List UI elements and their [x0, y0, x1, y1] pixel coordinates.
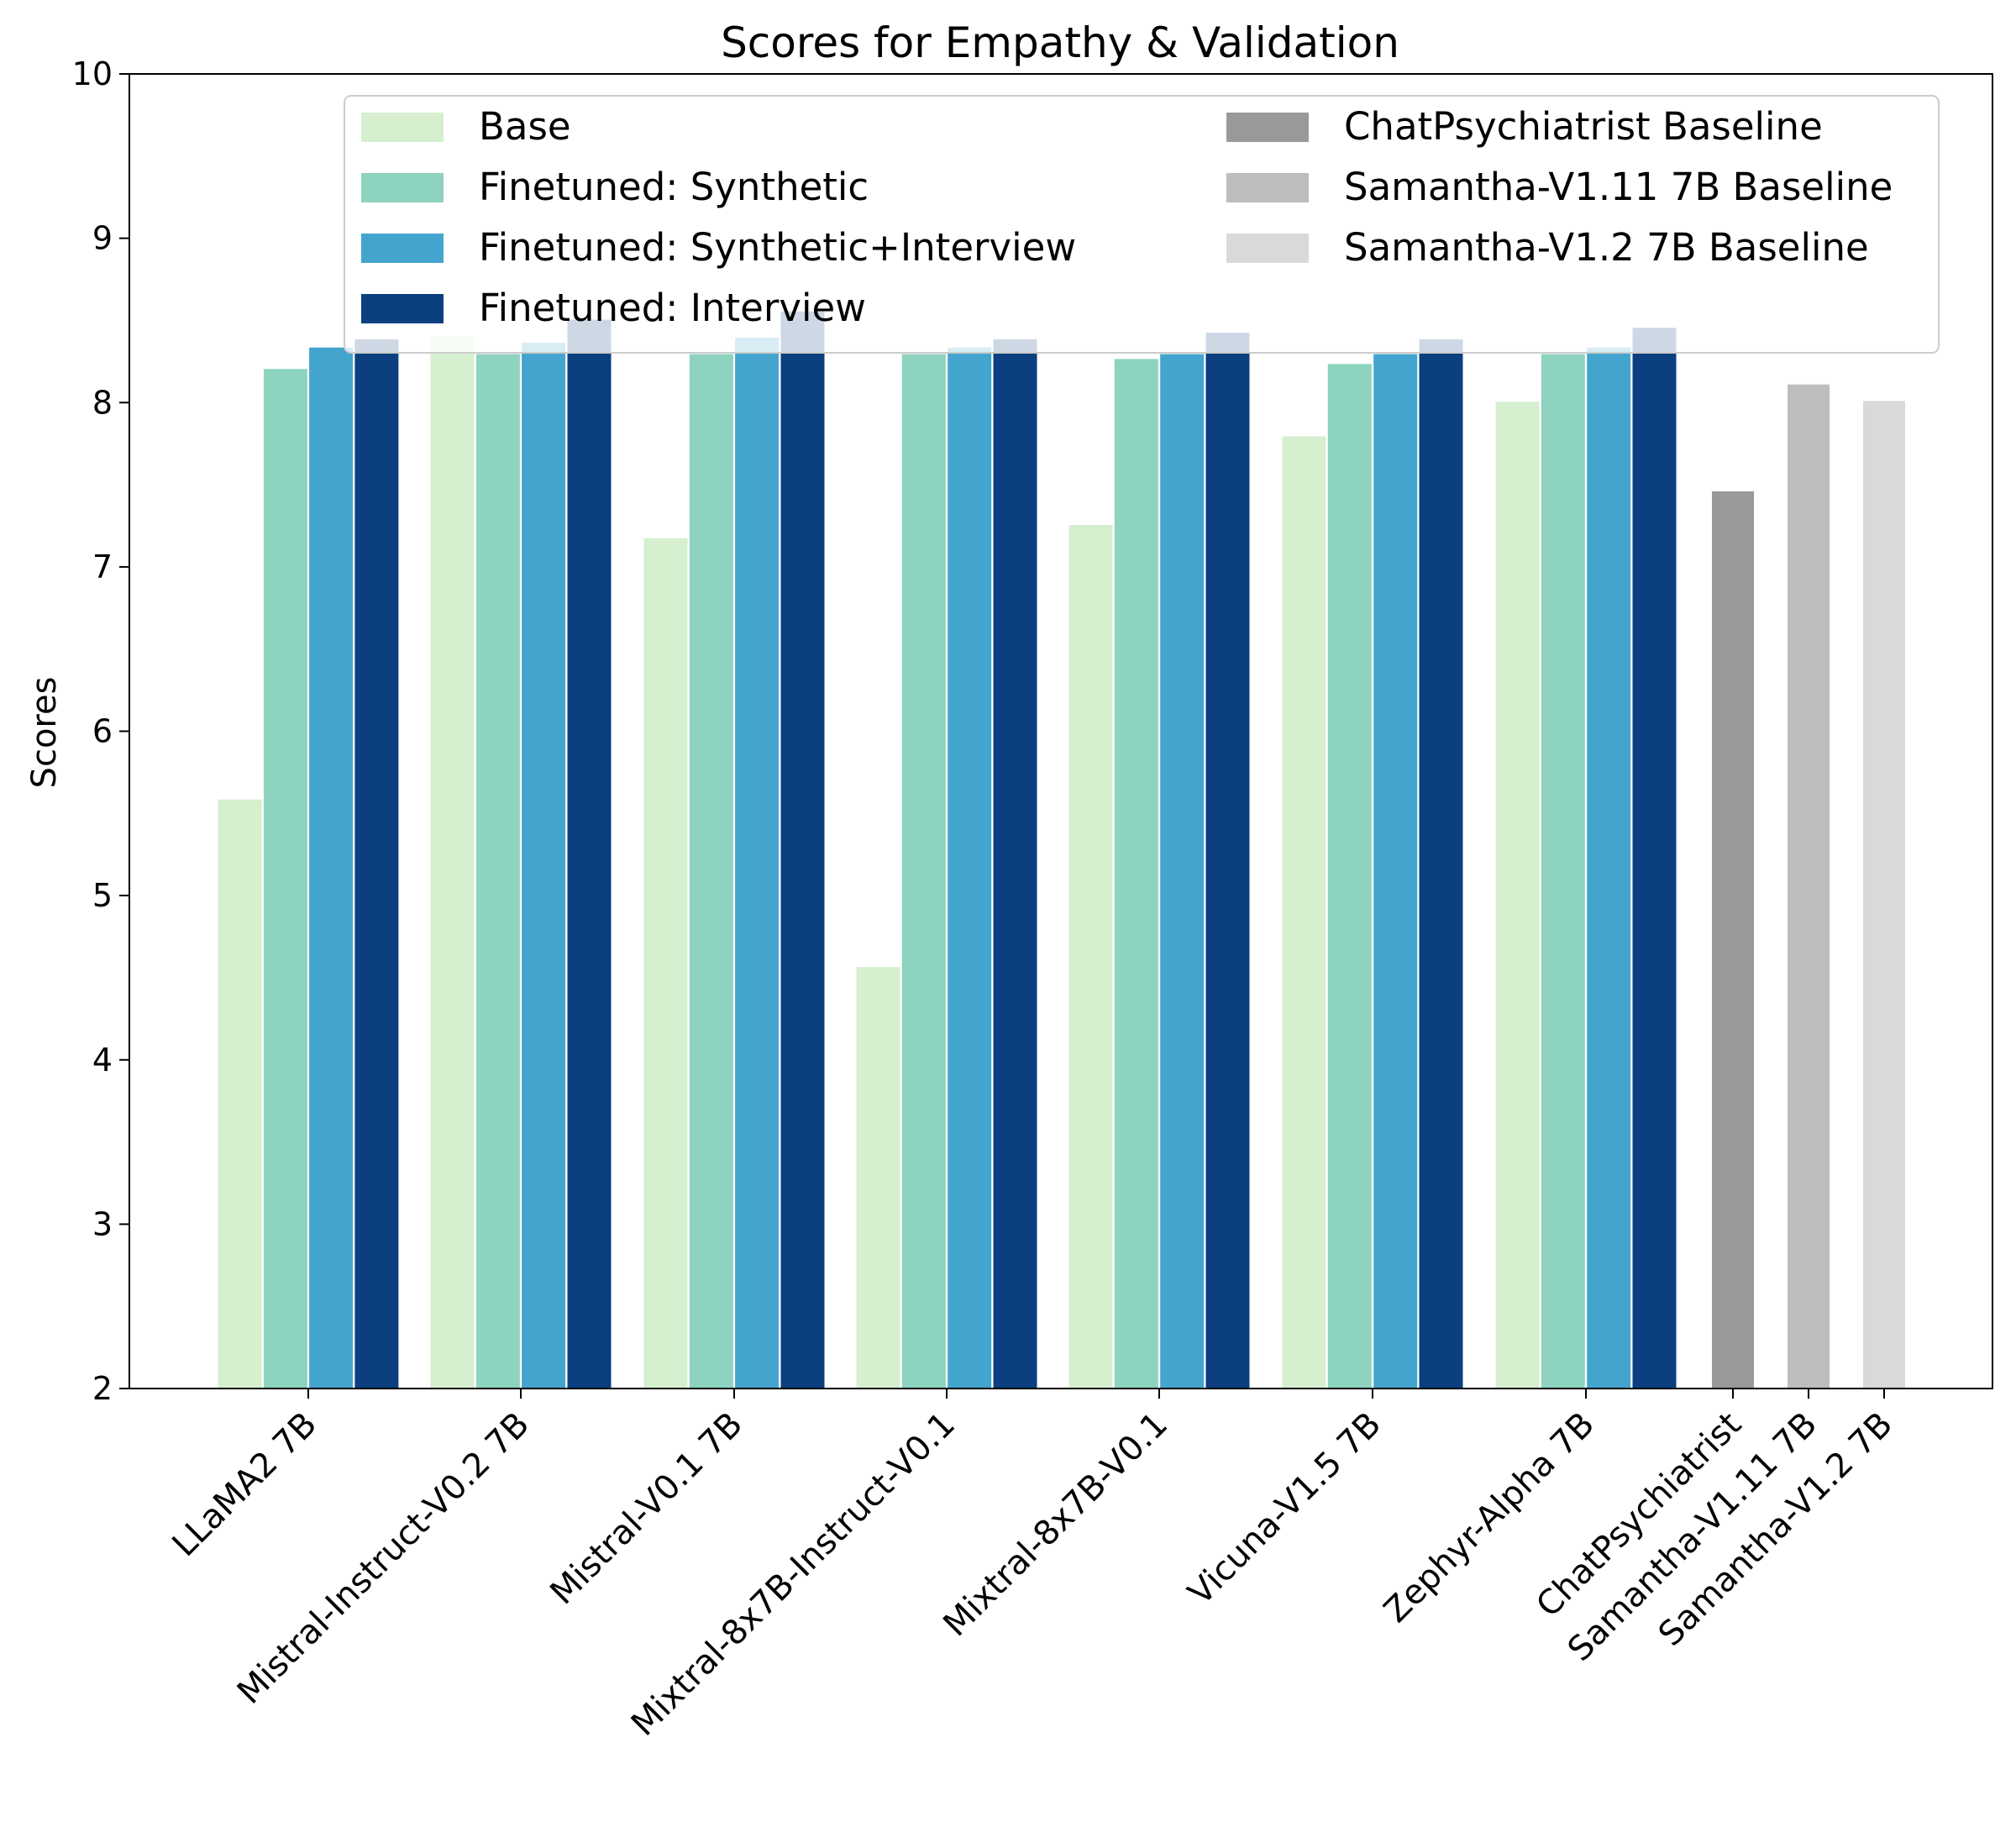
x-tick-label-llama2-7b: LLaMA2 7B	[165, 1405, 325, 1565]
bar-base-zephyr-alpha-7b	[1494, 400, 1541, 1389]
bar-base-mixtral-8x7b-v0-1	[1067, 523, 1115, 1389]
bar-finetuned-synthetic-interview-mistral-v0-1-7b	[733, 336, 781, 1389]
bar-base-mistral-v0-1-7b	[642, 536, 690, 1389]
bar-finetuned-synthetic-interview-llama2-7b	[307, 345, 355, 1390]
bar-base-vicuna-v1-5-7b	[1280, 434, 1328, 1389]
bar-finetuned-synthetic-interview-vicuna-v1-5-7b	[1372, 352, 1420, 1390]
y-tick-label-2: 2	[92, 1370, 113, 1407]
y-tick-label-6: 6	[92, 713, 113, 750]
y-tick-label-3: 3	[92, 1205, 113, 1242]
chart-title: Scores for Empathy & Validation	[721, 18, 1399, 67]
y-tick-label-10: 10	[72, 55, 113, 92]
bar-finetuned-synthetic-zephyr-alpha-7b	[1539, 352, 1587, 1390]
legend-label-samantha-v1-11-7b-baseline: Samantha-V1.11 7B Baseline	[1344, 165, 1893, 209]
y-tick-label-7: 7	[92, 549, 113, 585]
legend-swatch-samantha-v1-11-7b-baseline	[1226, 173, 1309, 202]
x-tick-label-vicuna-v1-5-7b: Vicuna-V1.5 7B	[1181, 1405, 1389, 1613]
legend-swatch-finetuned-synthetic	[361, 173, 444, 202]
legend-swatch-finetuned-interview	[361, 294, 444, 323]
legend-box	[344, 95, 1940, 354]
bar-base-mixtral-8x7b-instruct-v0-1	[854, 965, 902, 1389]
bar-finetuned-interview-vicuna-v1-5-7b	[1417, 338, 1465, 1389]
legend-label-chatpsychiatrist-baseline: ChatPsychiatrist Baseline	[1344, 104, 1823, 149]
legend-swatch-chatpsychiatrist-baseline	[1226, 113, 1309, 142]
bar-samantha-v1-2-7b-baseline-samantha-v1-2-7b	[1863, 401, 1905, 1389]
bar-finetuned-interview-mixtral-8x7b-instruct-v0-1	[991, 338, 1039, 1389]
legend: Base Finetuned: Synthetic Finetuned: Synth…	[344, 95, 1940, 354]
legend-swatch-base	[361, 113, 444, 142]
bar-samantha-v1-11-7b-baseline-samantha-v1-11-7b	[1788, 384, 1830, 1389]
bar-finetuned-synthetic-mixtral-8x7b-instruct-v0-1	[900, 352, 948, 1390]
bar-finetuned-interview-zephyr-alpha-7b	[1630, 326, 1678, 1389]
bar-base-llama2-7b	[216, 797, 264, 1389]
legend-swatch-samantha-v1-2-7b-baseline	[1226, 234, 1309, 263]
bar-finetuned-interview-mixtral-8x7b-v0-1	[1204, 331, 1252, 1390]
bar-finetuned-synthetic-interview-mistral-instruct-v0-2-7b	[520, 340, 568, 1389]
bar-finetuned-synthetic-mistral-instruct-v0-2-7b	[474, 352, 522, 1390]
bar-finetuned-synthetic-interview-mixtral-8x7b-v0-1	[1158, 352, 1206, 1390]
y-axis-label: Scores	[25, 677, 64, 789]
bar-finetuned-interview-mistral-instruct-v0-2-7b	[565, 318, 613, 1389]
bar-chatpsychiatrist-baseline-chatpsychiatrist	[1712, 491, 1754, 1389]
legend-label-samantha-v1-2-7b-baseline: Samantha-V1.2 7B Baseline	[1344, 225, 1869, 270]
legend-label-finetuned-interview: Finetuned: Interview	[479, 286, 866, 330]
legend-label-base: Base	[479, 104, 571, 149]
y-tick-label-5: 5	[92, 877, 113, 914]
bar-base-mistral-instruct-v0-2-7b	[428, 334, 476, 1389]
y-tick-label-4: 4	[92, 1042, 113, 1079]
bars-group	[216, 309, 1905, 1390]
bar-finetuned-synthetic-mistral-v0-1-7b	[687, 352, 735, 1390]
bar-finetuned-synthetic-mixtral-8x7b-v0-1	[1112, 357, 1160, 1389]
y-tick-label-8: 8	[92, 384, 113, 421]
bar-finetuned-interview-mistral-v0-1-7b	[779, 309, 827, 1390]
bar-finetuned-synthetic-llama2-7b	[261, 367, 309, 1390]
bar-finetuned-interview-llama2-7b	[353, 338, 401, 1389]
x-tick-label-mistral-v0-1-7b: Mistral-V0.1 7B	[543, 1405, 750, 1613]
x-tick-label-mixtral-8x7b-v0-1: Mixtral-8x7B-V0.1	[936, 1405, 1175, 1645]
bar-finetuned-synthetic-interview-zephyr-alpha-7b	[1585, 345, 1633, 1390]
bar-finetuned-synthetic-interview-mixtral-8x7b-instruct-v0-1	[946, 345, 994, 1390]
bar-finetuned-synthetic-vicuna-v1-5-7b	[1326, 362, 1373, 1389]
legend-label-finetuned-synthetic: Finetuned: Synthetic	[479, 165, 869, 209]
legend-swatch-finetuned-synthetic-interview	[361, 234, 444, 263]
y-tick-label-9: 9	[92, 220, 113, 257]
legend-label-finetuned-synthetic-interview: Finetuned: Synthetic+Interview	[479, 225, 1076, 270]
